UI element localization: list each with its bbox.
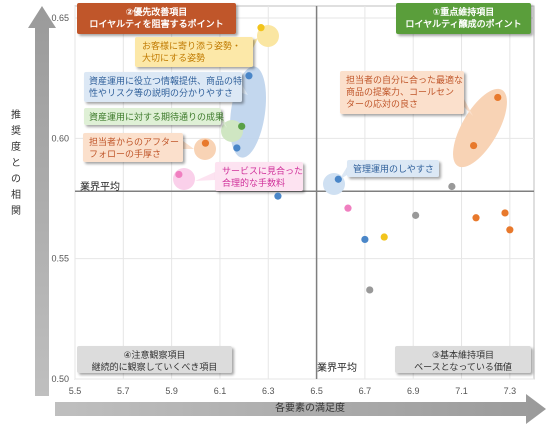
quadrant-title-tr-line: ロイヤルティ醸成のポイント bbox=[405, 18, 521, 30]
y-axis-label-char: と bbox=[11, 157, 21, 169]
data-point bbox=[238, 122, 246, 130]
callout-text-line: 管理運用のしやすさ bbox=[353, 163, 434, 175]
data-point bbox=[380, 233, 388, 241]
data-point bbox=[366, 286, 374, 294]
data-point bbox=[274, 192, 282, 200]
x-tick-label: 6.7 bbox=[359, 386, 372, 396]
callout-text-line: 資産運用に対する期待通りの成果 bbox=[89, 111, 224, 123]
pink-halo bbox=[173, 168, 195, 190]
quadrant-box-bl bbox=[77, 346, 232, 373]
callout-pointer bbox=[221, 113, 227, 128]
data-point bbox=[344, 204, 352, 212]
quadrant-title-bl-line: 継続的に観察していくべき項目 bbox=[92, 361, 218, 373]
orange-halo-right bbox=[453, 88, 507, 168]
data-point bbox=[233, 144, 241, 152]
quadrant-title-tr-line: ①重点維持項目 bbox=[433, 6, 495, 18]
callout-text-line: サービスに見合った bbox=[222, 165, 303, 177]
data-point bbox=[361, 235, 369, 244]
callout-text-line: 資産運用に役立つ情報提供、商品の特 bbox=[89, 75, 242, 87]
data-point bbox=[245, 72, 253, 80]
x-tick-label: 6.3 bbox=[262, 386, 275, 396]
callout-text-line: フォローの手厚さ bbox=[89, 148, 161, 160]
quadrant-title-tl-line: ②優先改善項目 bbox=[126, 6, 188, 18]
plot-frame bbox=[74, 5, 535, 380]
average-label-x: 業界平均 bbox=[317, 361, 357, 374]
callout-box bbox=[215, 162, 303, 191]
callout-pointer bbox=[195, 172, 215, 181]
data-point bbox=[257, 24, 265, 32]
data-point bbox=[412, 211, 420, 219]
callout-text-line: 担当者の自分に合った最適な bbox=[346, 74, 463, 86]
x-tick-label: 6.9 bbox=[407, 386, 420, 396]
callout-text-line: ターの応対の良さ bbox=[346, 98, 418, 110]
y-axis-arrow bbox=[28, 6, 56, 396]
x-tick-label: 5.9 bbox=[165, 386, 178, 396]
green-halo bbox=[221, 120, 243, 142]
data-point bbox=[448, 182, 456, 191]
y-tick-label: 0.55 bbox=[51, 254, 69, 264]
y-axis-label-char: 度 bbox=[11, 140, 21, 153]
y-axis-label-char: の bbox=[11, 174, 21, 185]
orange-halo bbox=[194, 138, 216, 160]
y-tick-label: 0.65 bbox=[51, 13, 69, 23]
callout-box bbox=[347, 160, 439, 177]
quadrant-box-tl bbox=[77, 3, 236, 34]
data-point bbox=[506, 226, 514, 234]
callout-pointer bbox=[242, 85, 248, 95]
callout-box bbox=[340, 71, 464, 114]
quadrant-title-bl-line: ④注意観察項目 bbox=[123, 349, 185, 361]
y-axis-label-char: 関 bbox=[11, 205, 21, 217]
callout-box bbox=[83, 133, 183, 162]
x-tick-label: 7.1 bbox=[455, 386, 468, 396]
quadrant-title-br-line: ベースとなっている価値 bbox=[414, 361, 512, 373]
y-tick-label: 0.50 bbox=[51, 374, 69, 384]
data-point bbox=[501, 209, 509, 217]
data-point bbox=[201, 139, 210, 147]
quadrant-title-tl-line: ロイヤルティを阻害するポイント bbox=[89, 18, 223, 30]
quadrant-box-br bbox=[395, 346, 531, 373]
average-label-y: 業界平均 bbox=[80, 180, 120, 193]
x-tick-label: 6.5 bbox=[310, 386, 323, 396]
callout-pointer bbox=[464, 99, 473, 116]
data-point bbox=[472, 214, 480, 222]
callout-text-line: お客様に寄り添う姿勢・ bbox=[142, 40, 241, 52]
callout-box bbox=[84, 108, 221, 125]
callout-text-line: 担当者からのアフター bbox=[89, 136, 179, 148]
x-tick-label: 7.3 bbox=[504, 386, 517, 396]
x-axis-arrow bbox=[55, 394, 546, 424]
callout-text-line: 合理的な手数料 bbox=[222, 177, 285, 189]
x-tick-label: 5.7 bbox=[117, 386, 130, 396]
quadrant-box-tr bbox=[396, 3, 531, 34]
y-tick-label: 0.60 bbox=[51, 133, 69, 143]
x-tick-label: 6.1 bbox=[214, 386, 227, 396]
y-axis-label-char: 推 bbox=[11, 108, 21, 121]
callout-pointer bbox=[339, 167, 347, 180]
callout-text-line: 大切にする姿勢 bbox=[142, 52, 205, 64]
callout-text-line: 商品の提案力、コールセン bbox=[346, 86, 454, 98]
quadrant-title-br-line: ③基本維持項目 bbox=[432, 349, 494, 361]
callout-text-line: 性やリスク等の説明の分かりやすさ bbox=[89, 87, 233, 99]
data-point bbox=[494, 93, 502, 102]
callout-pointer bbox=[253, 38, 258, 48]
x-tick-label: 5.5 bbox=[69, 386, 82, 396]
x-axis-label: 各要素の満足度 bbox=[275, 401, 345, 414]
data-point bbox=[175, 170, 183, 179]
data-point bbox=[334, 175, 342, 183]
y-axis-label-char: 相 bbox=[11, 188, 21, 201]
callout-box bbox=[84, 72, 242, 102]
data-point bbox=[470, 141, 478, 150]
y-axis-label-char: 奨 bbox=[11, 124, 21, 137]
callout-box bbox=[135, 37, 253, 67]
callout-pointer bbox=[183, 141, 194, 149]
